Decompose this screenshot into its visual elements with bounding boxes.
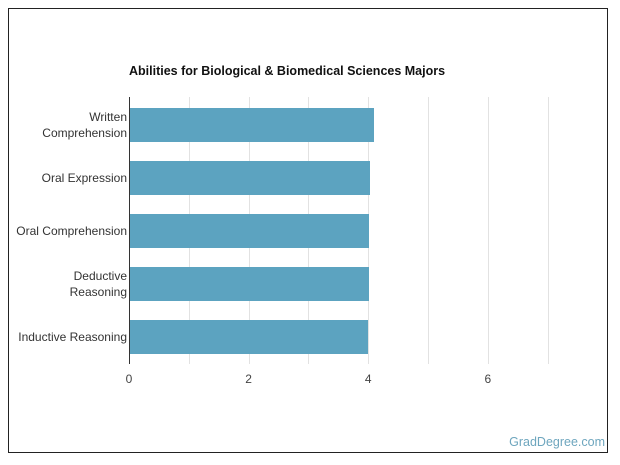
gridline [547, 97, 549, 364]
brand-watermark[interactable]: GradDegree.com [509, 435, 605, 449]
gridline [487, 97, 489, 364]
x-tick-label: 2 [245, 372, 252, 386]
bar[interactable] [129, 214, 369, 248]
plot-area [129, 97, 549, 364]
y-axis-label: Oral Comprehension [16, 224, 127, 238]
x-tick-label: 0 [125, 372, 133, 386]
bar[interactable] [129, 267, 369, 301]
y-axis-line [129, 97, 130, 364]
bar[interactable] [129, 161, 370, 195]
gridline [428, 97, 429, 364]
y-axis-label: Written Comprehension [42, 110, 127, 140]
y-axis-label: Deductive Reasoning [69, 269, 127, 299]
bar[interactable] [129, 320, 369, 354]
y-axis-label: Oral Expression [41, 171, 127, 185]
x-tick-label: 4 [364, 372, 372, 386]
bar[interactable] [129, 108, 375, 142]
chart-title: Abilities for Biological & Biomedical Sc… [129, 64, 446, 78]
y-axis-label: Inductive Reasoning [18, 330, 127, 344]
x-tick-label: 6 [484, 372, 492, 386]
